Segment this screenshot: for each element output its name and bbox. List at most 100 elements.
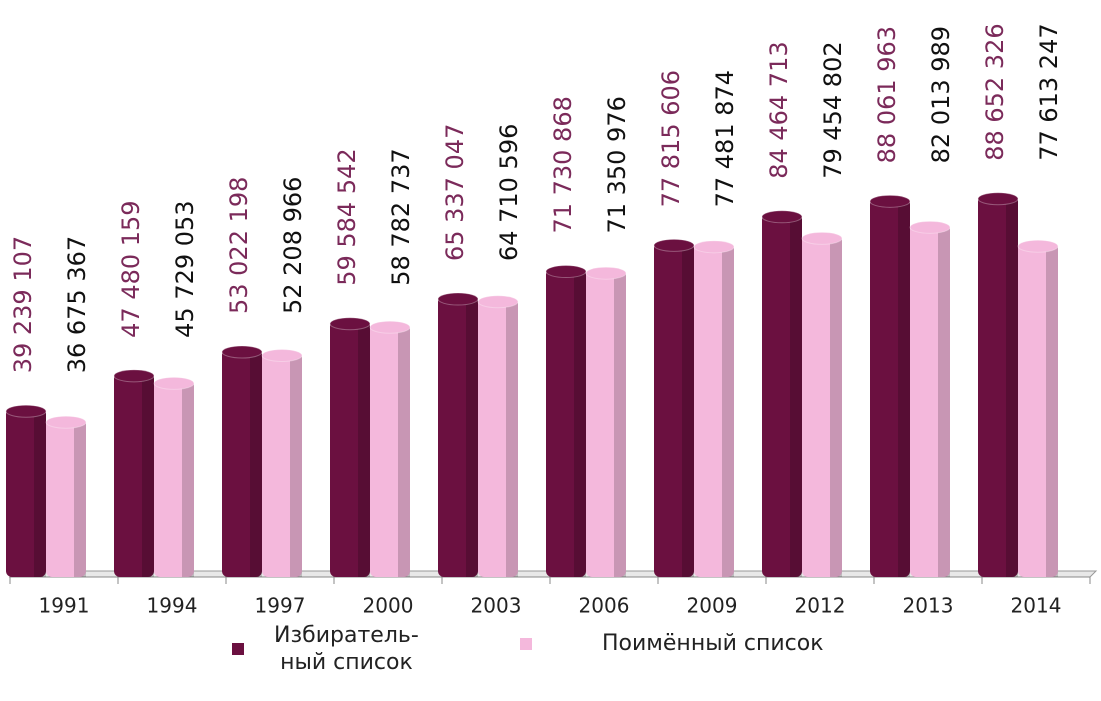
value-label: 65 337 047 — [441, 124, 469, 261]
value-label: 88 061 963 — [873, 26, 901, 163]
value-label: 88 652 326 — [981, 23, 1009, 160]
bar — [870, 198, 910, 577]
bar-group — [477, 295, 519, 577]
bar-cap — [869, 194, 911, 208]
bar-group — [801, 231, 843, 577]
legend-swatch — [520, 637, 532, 650]
x-tick-label: 2012 — [795, 594, 846, 618]
bar-group — [1017, 239, 1059, 577]
bar-shade — [358, 324, 370, 577]
bar-shade — [1006, 199, 1018, 578]
bar-cap — [545, 265, 587, 279]
bar-group — [45, 415, 87, 577]
bar-group — [437, 292, 479, 577]
bar-cap — [585, 266, 627, 280]
legend-swatch — [232, 643, 244, 655]
bar — [694, 243, 734, 577]
bar-shade — [898, 202, 910, 577]
bar-group — [329, 317, 371, 577]
x-tick-label: 2013 — [903, 594, 954, 618]
bar — [586, 270, 626, 577]
value-label: 79 454 802 — [819, 41, 847, 178]
bar-cap — [801, 231, 843, 245]
bar-group — [5, 404, 47, 577]
bar-group — [761, 210, 803, 577]
bar — [114, 372, 154, 577]
legend-label: Избиратель- ный список — [274, 623, 419, 675]
bar — [438, 296, 478, 577]
bar-cap — [693, 240, 735, 254]
bar — [910, 224, 950, 577]
bar-cap — [261, 349, 303, 363]
bar-group — [653, 238, 695, 578]
value-label: 77 815 606 — [657, 70, 685, 207]
bar-cap — [653, 238, 695, 252]
bar-group — [585, 266, 627, 577]
x-tick-label: 2003 — [471, 594, 522, 618]
bar-cap — [437, 292, 479, 306]
bar-shade — [466, 300, 478, 577]
bar-group — [545, 265, 587, 577]
legend-item: Поимённый список — [520, 630, 823, 657]
value-label: 84 464 713 — [765, 41, 793, 178]
bar — [222, 349, 262, 577]
bar-cap — [153, 376, 195, 390]
bar-shade — [398, 328, 410, 577]
bar — [802, 235, 842, 577]
bar-group — [153, 376, 195, 577]
value-label: 36 675 367 — [63, 236, 91, 373]
x-tick-label: 2009 — [687, 594, 738, 618]
bar — [154, 380, 194, 577]
value-label: 53 022 198 — [225, 177, 253, 314]
x-tick-label: 1991 — [39, 594, 90, 618]
bar-shade — [290, 356, 302, 577]
bar-shade — [722, 247, 734, 577]
legend: Избиратель- ный список Поимённый список — [0, 622, 1101, 701]
bar-cap — [5, 404, 47, 418]
bar-group — [977, 192, 1019, 578]
bar-group — [261, 349, 303, 577]
bar — [370, 324, 410, 577]
bar-group — [369, 320, 411, 577]
bar-group — [693, 240, 735, 577]
x-tick-label: 1994 — [147, 594, 198, 618]
bar-shade — [790, 217, 802, 577]
bar-cap — [221, 345, 263, 359]
x-tick-label: 2006 — [579, 594, 630, 618]
bar — [330, 320, 370, 577]
value-label: 77 613 247 — [1035, 23, 1063, 160]
bar-group — [869, 194, 911, 577]
bar — [6, 408, 46, 577]
bar-shade — [142, 376, 154, 577]
bar-shade — [682, 246, 694, 578]
bar-shade — [614, 274, 626, 577]
value-label: 77 481 874 — [711, 70, 739, 207]
bar-cap — [909, 220, 951, 234]
bar — [654, 242, 694, 578]
bar-cap — [977, 192, 1019, 206]
bar-group — [909, 220, 951, 577]
bar — [978, 195, 1018, 578]
bar — [762, 213, 802, 577]
x-tick-label: 1997 — [255, 594, 306, 618]
value-label: 82 013 989 — [927, 26, 955, 163]
bar-shade — [830, 239, 842, 577]
bar-cap — [113, 369, 155, 383]
bar-shade — [574, 272, 586, 577]
x-tick-label: 2000 — [363, 594, 414, 618]
bar-group — [221, 345, 263, 577]
bar-shade — [182, 384, 194, 577]
bar — [478, 298, 518, 577]
bar-cap — [477, 295, 519, 309]
value-label: 64 710 596 — [495, 124, 523, 261]
bar-cap — [369, 320, 411, 334]
bar-shade — [938, 228, 950, 577]
bar-cap — [329, 317, 371, 331]
value-label: 71 730 868 — [549, 96, 577, 233]
bar-shade — [34, 412, 46, 577]
legend-item: Избиратель- ный список — [232, 622, 419, 676]
bar-shade — [74, 423, 86, 577]
bar-cap — [761, 210, 803, 224]
bar-cap — [45, 415, 87, 429]
value-label: 71 350 976 — [603, 96, 631, 233]
